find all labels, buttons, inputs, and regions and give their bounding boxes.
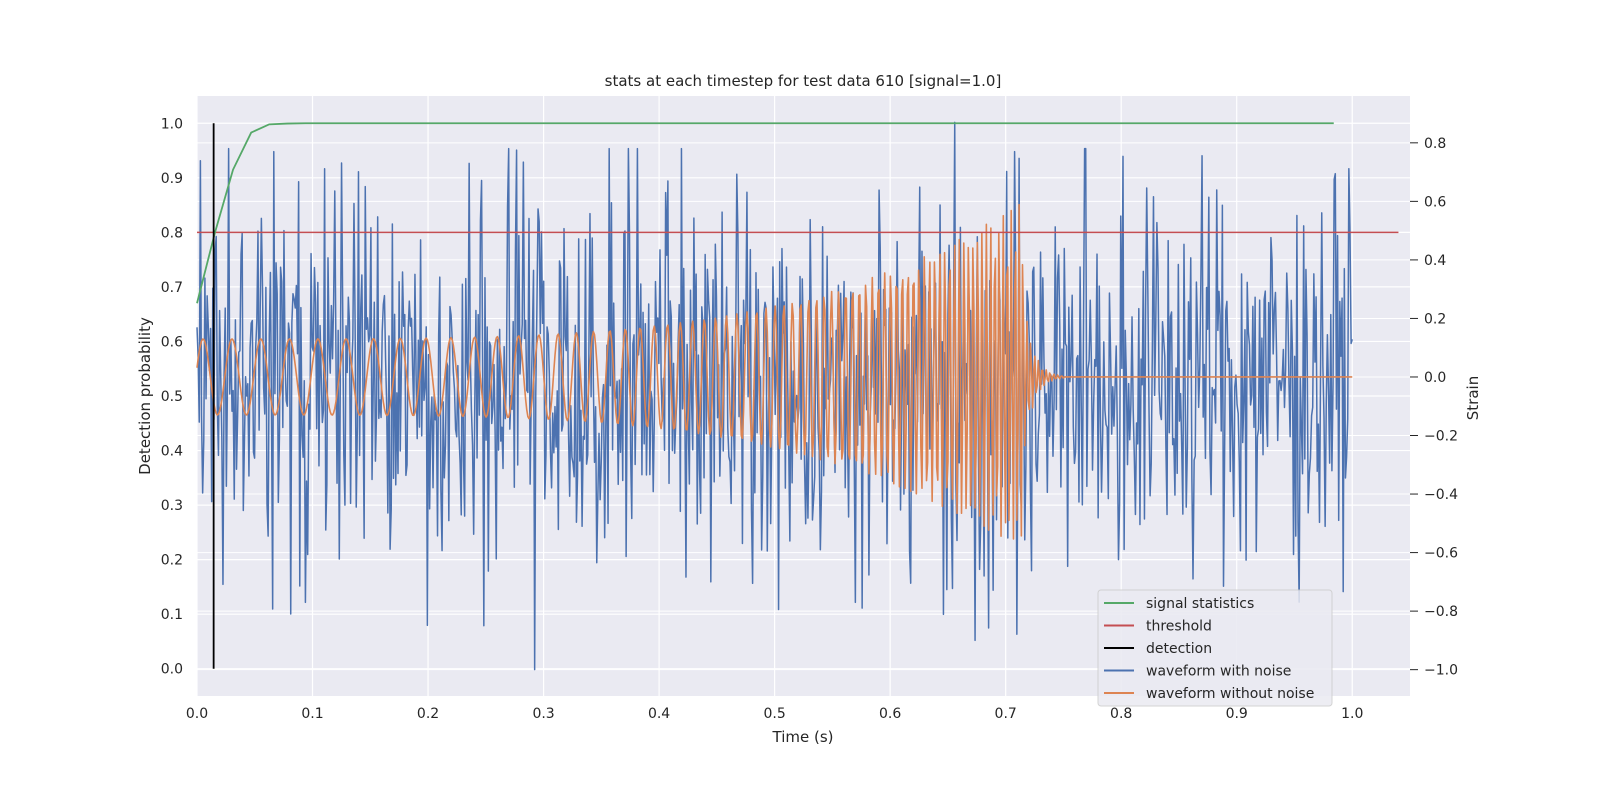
x-tick-label: 0.2 [417,706,439,722]
x-tick-label: 0.7 [995,706,1017,722]
legend-label: waveform with noise [1146,664,1291,680]
right-tick-label: −0.8 [1424,604,1458,620]
right-tick-label: 0.0 [1424,370,1446,386]
y-tick-label: 1.0 [161,116,183,132]
chart-title: stats at each timestep for test data 610… [605,72,1002,90]
y-tick-label: 0.4 [161,444,183,460]
y-tick-label: 0.8 [161,225,183,241]
right-tick-label: 0.6 [1424,194,1446,210]
legend-label: signal statistics [1146,596,1254,612]
legend-label: threshold [1146,619,1212,635]
x-tick-label: 0.8 [1110,706,1132,722]
legend: signal statistics threshold detection wavef… [1097,589,1333,707]
x-tick-label: 0.4 [648,706,670,722]
legend-label: waveform without noise [1146,686,1314,702]
series-line-waveform-with-noise [196,121,1353,671]
right-tick-label: 0.4 [1424,253,1446,269]
x-tick-label: 0.9 [1226,706,1248,722]
y-tick-label: 0.2 [161,553,183,569]
right-tick-label: −0.4 [1424,487,1458,503]
y-tick-labels: 0.0 0.1 0.2 0.3 0.4 0.5 0.6 0.7 0.8 0.9 1.0 [161,116,183,677]
legend-label: detection [1146,641,1212,657]
right-tick-label: −0.6 [1424,546,1458,562]
right-tick-label: −0.2 [1424,429,1458,445]
x-tick-label: 1.0 [1341,706,1363,722]
right-tick-label: 0.8 [1424,136,1446,152]
y-tick-label: 0.3 [161,498,183,514]
series-line-signal-statistics [196,122,1334,304]
x-tick-labels: 0.0 0.1 0.2 0.3 0.4 0.5 0.6 0.7 0.8 0.9 1.0 [186,706,1364,722]
x-tick-label: 0.3 [532,706,554,722]
y-tick-label: 0.7 [161,280,183,296]
y-tick-label: 0.6 [161,334,183,350]
y-axis-label: Detection probability [136,317,154,475]
x-tick-label: 0.5 [763,706,785,722]
right-axis-label: Strain [1464,376,1482,420]
right-tick-label: −1.0 [1424,663,1458,679]
y-tick-label: 0.1 [161,607,183,623]
series-layer [196,121,1399,671]
x-tick-label: 0.0 [186,706,208,722]
y-tick-label: 0.5 [161,389,183,405]
legend-box [1097,589,1333,707]
series-line-waveform-without-noise [196,203,1353,540]
y-tick-label: 0.0 [161,662,183,678]
right-tick-label: 0.2 [1424,311,1446,327]
x-tick-label: 0.1 [301,706,323,722]
x-tick-label: 0.6 [879,706,901,722]
right-tick-labels: −1.0 −0.8 −0.6 −0.4 −0.2 0.0 0.2 0.4 0.6 0.8 [1410,136,1458,679]
x-axis-label: Time (s) [772,728,834,746]
y-tick-label: 0.9 [161,171,183,187]
